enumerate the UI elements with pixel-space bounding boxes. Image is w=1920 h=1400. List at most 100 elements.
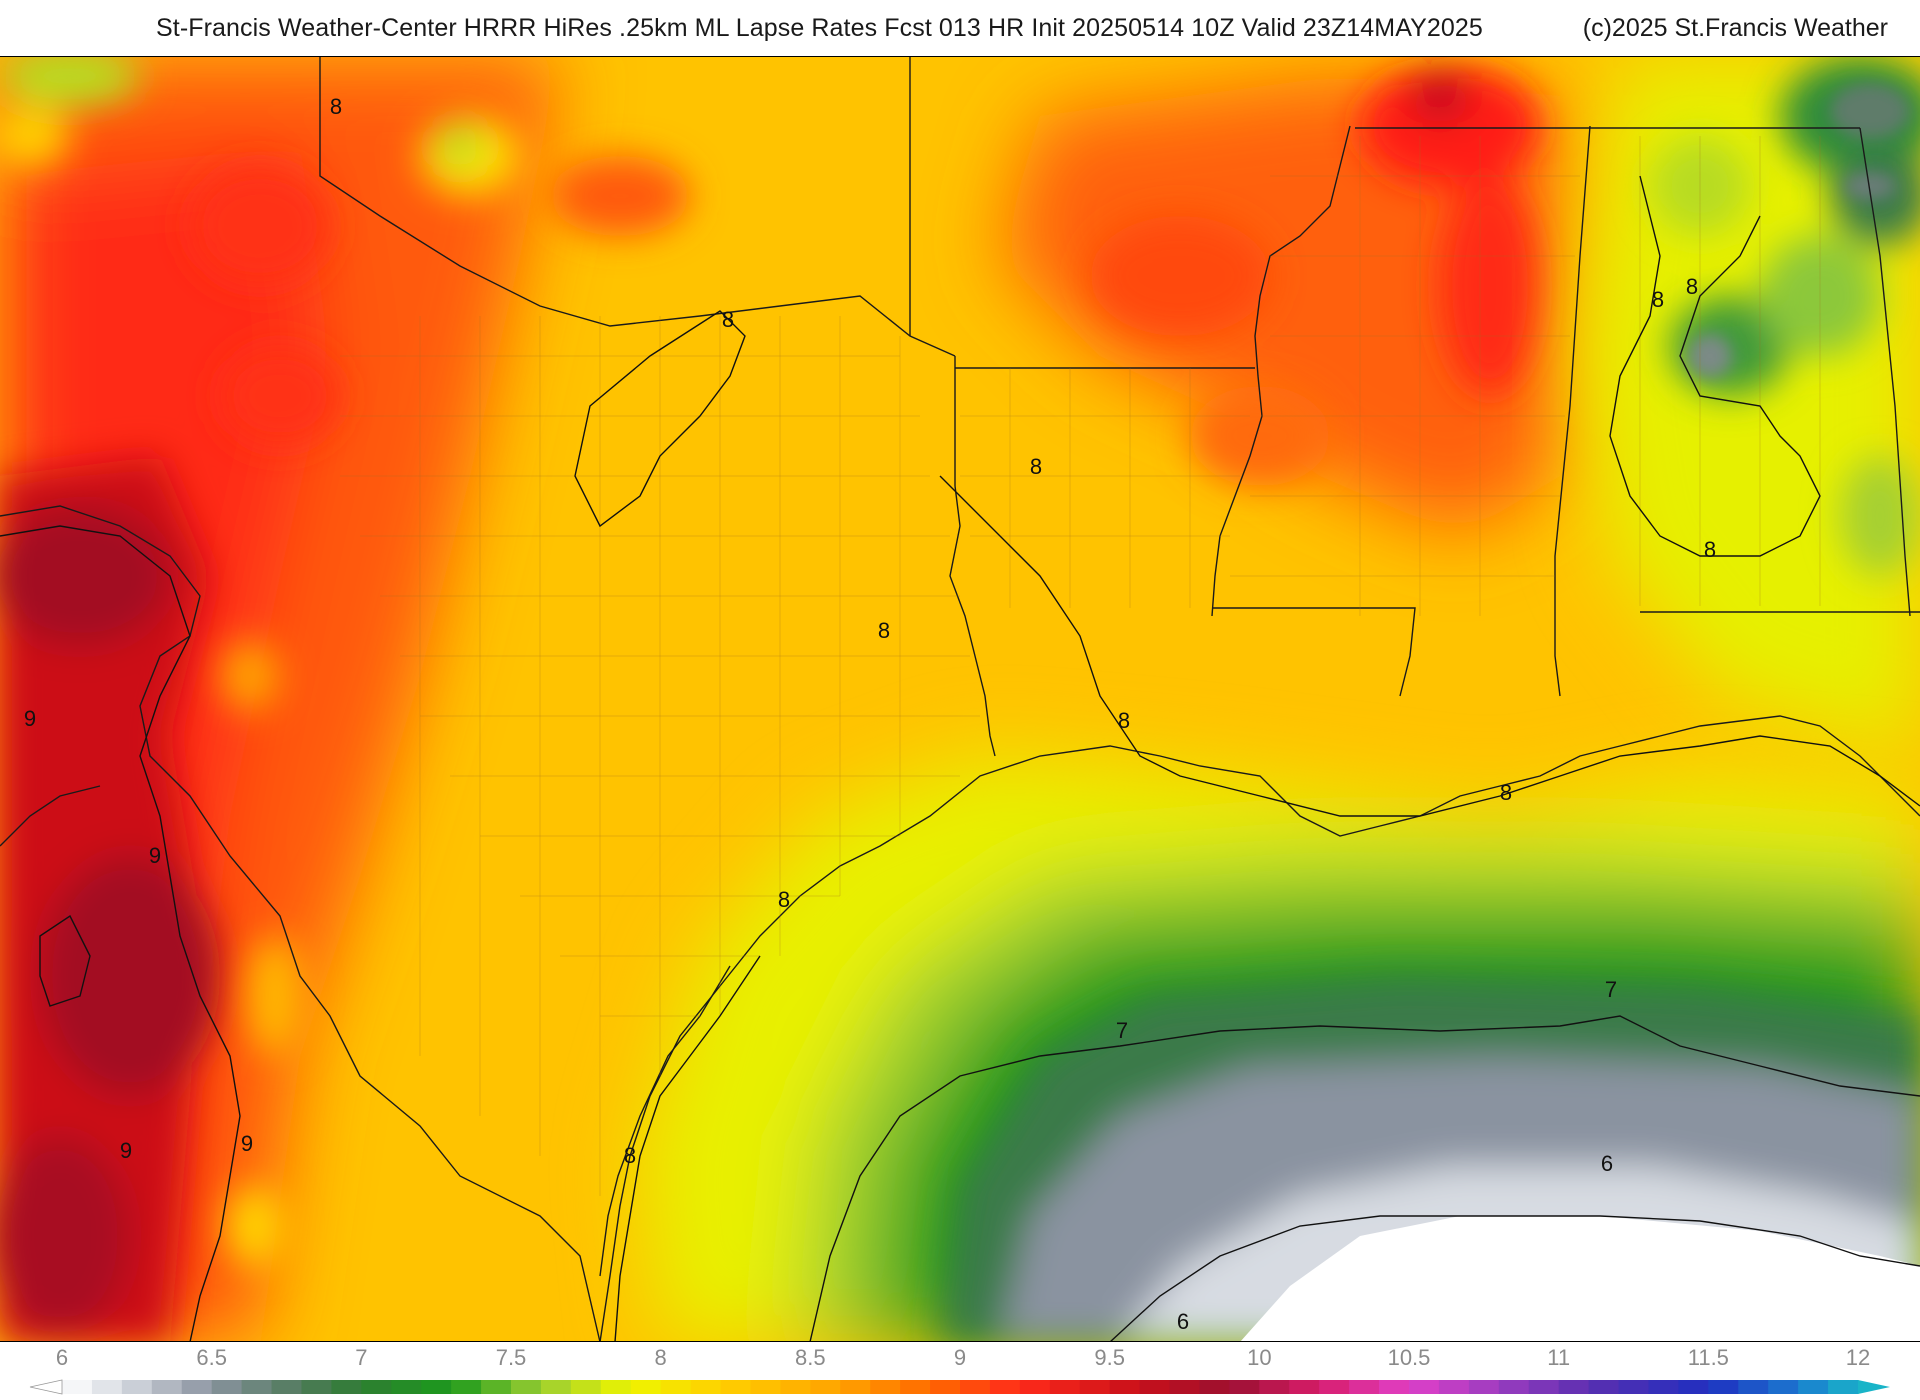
colorbar-swatch [331, 1380, 362, 1394]
contour-label: 8 [1652, 287, 1664, 312]
contour-label: 8 [624, 1143, 636, 1168]
colorbar-swatch [1738, 1380, 1769, 1394]
colorbar-swatch [1558, 1380, 1590, 1394]
colorbar-swatch [211, 1380, 243, 1394]
colorbar-swatch [1319, 1380, 1350, 1394]
field-west-core [0, 156, 690, 1342]
colorbar-swatch [1079, 1380, 1111, 1394]
colorbar-tick-label: 6 [55, 1345, 69, 1370]
contour-9-west [0, 525, 241, 1342]
colorbar-tick-label: 11 [1547, 1345, 1571, 1370]
colorbar-swatch [1528, 1380, 1560, 1394]
boundaries [0, 56, 1920, 1342]
colorbar-swatch [930, 1380, 961, 1394]
field-ne-low [1580, 56, 1920, 756]
contour-label: 9 [120, 1138, 132, 1163]
colorbar-swatch [840, 1380, 871, 1394]
colorbar-swatch [391, 1380, 422, 1394]
header-bar: St-Francis Weather-Center HRRR HiRes .25… [0, 0, 1920, 56]
contour-label: 6 [1177, 1309, 1189, 1334]
contour-label: 8 [878, 618, 890, 643]
map-title: St-Francis Weather-Center HRRR HiRes .25… [156, 14, 1483, 42]
contour-label: 8 [722, 307, 734, 332]
colorbar-swatch [570, 1380, 602, 1394]
colorbar-swatch [630, 1380, 662, 1394]
contour-label: 7 [1116, 1018, 1128, 1043]
border-tx-la [949, 485, 996, 757]
colorbar-swatch [481, 1380, 512, 1394]
border-tx-mexico [0, 505, 601, 1342]
contour-label: 8 [1030, 454, 1042, 479]
colorbar-swatch [810, 1380, 841, 1394]
contour-8-tx-loop [574, 310, 746, 528]
colorbar-swatch [540, 1380, 572, 1394]
colorbar-tick-label: 7.5 [495, 1345, 527, 1370]
colorbar-swatch [451, 1380, 482, 1394]
contour-label: 9 [241, 1131, 253, 1156]
colorbar [29, 1379, 1890, 1395]
colorbar-swatch [989, 1380, 1021, 1394]
border-al-ga [1859, 127, 1911, 617]
contour-6-gulf [1109, 1215, 1920, 1342]
colorbar-swatch [1708, 1380, 1739, 1394]
colorbar-tick-label: 11.5 [1687, 1345, 1729, 1370]
colorbar-tick-label: 8.5 [795, 1345, 826, 1370]
contour-label: 8 [1500, 780, 1512, 805]
colorbar-swatch [750, 1380, 781, 1394]
colorbar-swatch [271, 1380, 303, 1394]
contour-label: 9 [24, 706, 36, 731]
colorbar-swatch [1109, 1380, 1141, 1394]
field-west-relief [0, 56, 520, 1266]
shaded-field [0, 56, 1920, 1342]
county-grid-east [960, 136, 1821, 616]
contour-lines [0, 175, 1920, 1342]
colorbar-swatch [1379, 1380, 1410, 1394]
colorbar-swatch [62, 1380, 93, 1394]
contour-label: 8 [1704, 537, 1716, 562]
contour-8-east [1609, 175, 1821, 557]
colorbar-swatch [1588, 1380, 1620, 1394]
colorbar-swatch [870, 1380, 901, 1394]
colorbar-tick-label: 10.5 [1387, 1345, 1431, 1370]
gulf-coast [599, 715, 1920, 1342]
contour-label: 8 [1686, 274, 1698, 299]
colorbar-swatch [151, 1380, 183, 1394]
colorbar-swatch [1768, 1380, 1799, 1394]
mexico-gulf-boundary [0, 785, 101, 847]
border-ms-al [1554, 125, 1591, 697]
colorbar-min-arrow [29, 1379, 63, 1395]
colorbar-swatch [1139, 1380, 1171, 1394]
contour-label: 8 [330, 94, 342, 119]
contour-label: 6 [1601, 1151, 1613, 1176]
county-grid-tx [340, 316, 980, 1196]
colorbar-max-arrow [1858, 1380, 1890, 1394]
contour-label-layer: 8 8 8 8 8 8 8 8 8 8 8 9 9 9 9 7 7 6 6 [24, 94, 1716, 1334]
colorbar-swatch [91, 1380, 123, 1394]
colorbar-swatch [1259, 1380, 1290, 1394]
colorbar-swatch [780, 1380, 811, 1394]
colorbar-swatch [600, 1380, 632, 1394]
colorbar-swatch [1468, 1380, 1500, 1394]
colorbar-swatch [690, 1380, 722, 1394]
contour-8-coastal [939, 475, 1920, 817]
colorbar-swatch [1828, 1380, 1859, 1394]
colorbar-swatch [421, 1380, 452, 1394]
colorbar-swatch [720, 1380, 752, 1394]
colorbar-swatch [1438, 1380, 1470, 1394]
colorbar-swatch [511, 1380, 542, 1394]
colorbar-swatch [1169, 1380, 1201, 1394]
lapse-rate-map: 8 8 8 8 8 8 8 8 8 8 8 9 9 9 9 7 7 6 6 [0, 56, 1920, 1342]
contour-label: 7 [1605, 977, 1617, 1002]
colorbar-swatch [121, 1380, 153, 1394]
colorbar-swatch [900, 1380, 931, 1394]
colorbar-swatch [1409, 1380, 1440, 1394]
colorbar-swatch [960, 1380, 991, 1394]
colorbar-swatch [1678, 1380, 1709, 1394]
colorbar-swatch [361, 1380, 392, 1394]
border-ok-tx [319, 56, 956, 357]
contour-label: 9 [149, 843, 161, 868]
contour-9-inner [39, 914, 91, 1007]
field-ne-core [1688, 83, 1910, 378]
colorbar-swatch [241, 1380, 273, 1394]
contour-7-gulf [809, 1015, 1920, 1342]
